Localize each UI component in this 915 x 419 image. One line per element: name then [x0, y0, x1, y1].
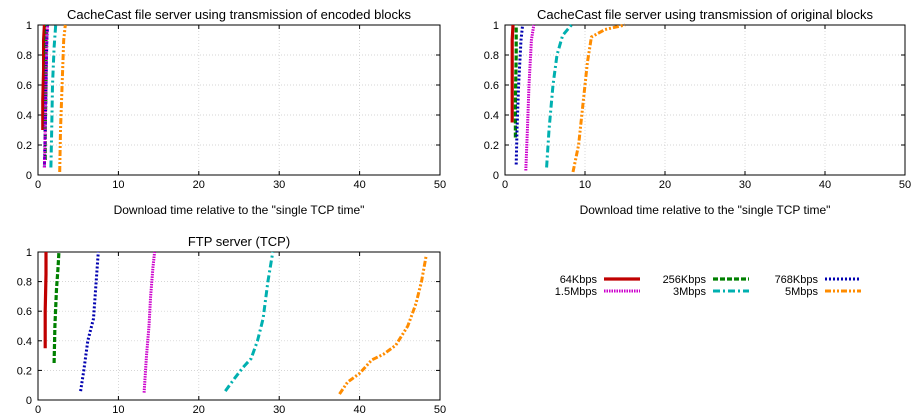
x-tick-label: 50: [434, 404, 446, 416]
y-tick-label: 0.8: [17, 277, 32, 289]
series-line-768kbps: [79, 251, 100, 392]
x-tick-label: 20: [193, 179, 205, 191]
y-tick-label: 0.2: [484, 140, 499, 152]
x-axis-label: Download time relative to the "single TC…: [580, 203, 831, 217]
series-line-768kbps: [514, 24, 525, 165]
chart-title: CacheCast file server using transmission…: [537, 7, 873, 22]
x-tick-label: 0: [35, 404, 41, 416]
y-tick-label: 1: [26, 247, 32, 259]
x-tick-label: 40: [819, 179, 831, 191]
x-tick-label: 0: [35, 179, 41, 191]
x-axis-label: Download time relative to the "single TC…: [114, 203, 365, 217]
legend-label: 64Kbps: [560, 274, 598, 286]
y-tick-label: 0.6: [17, 306, 32, 318]
y-tick-label: 0.4: [484, 110, 499, 122]
x-tick-label: 40: [353, 179, 365, 191]
y-tick-label: 0.4: [17, 336, 32, 348]
x-tick-label: 20: [659, 179, 671, 191]
legend-box: [538, 268, 863, 300]
x-tick-label: 30: [273, 179, 285, 191]
chart-panel-1: CacheCast file server using transmission…: [17, 7, 446, 217]
y-tick-label: 0.2: [17, 140, 32, 152]
plot-frame: [504, 24, 906, 176]
series-line-64kbps: [510, 24, 515, 123]
y-tick-label: 0: [26, 170, 32, 182]
series-line-1-5mbps: [524, 24, 536, 171]
legend-label: 5Mbps: [785, 286, 819, 298]
x-tick-label: 20: [193, 404, 205, 416]
series-line-5mbps: [338, 254, 428, 395]
y-tick-label: 1: [493, 20, 499, 32]
series-line-3mbps: [224, 251, 275, 392]
y-tick-label: 0.4: [17, 110, 32, 122]
y-tick-label: 0.8: [484, 50, 499, 62]
x-tick-label: 30: [273, 404, 285, 416]
x-tick-label: 10: [112, 179, 124, 191]
legend-label: 3Mbps: [673, 286, 707, 298]
x-tick-label: 30: [739, 179, 751, 191]
x-tick-label: 10: [112, 404, 124, 416]
series-line-64kbps: [43, 252, 48, 349]
plot-frame: [37, 251, 441, 401]
legend-label: 768Kbps: [775, 274, 819, 286]
chart-panel-2: CacheCast file server using transmission…: [484, 7, 911, 217]
y-tick-label: 0.6: [484, 80, 499, 92]
series-line-256kbps: [513, 25, 518, 138]
x-tick-label: 10: [579, 179, 591, 191]
series-line-3mbps: [545, 24, 573, 168]
y-tick-label: 1: [26, 20, 32, 32]
chart-title: CacheCast file server using transmission…: [67, 7, 411, 22]
plot-frame: [37, 24, 441, 176]
series-line-1-5mbps: [42, 24, 50, 168]
series-line-3mbps: [49, 24, 58, 168]
y-tick-label: 0: [26, 395, 32, 407]
x-tick-label: 0: [502, 179, 508, 191]
series-line-5mbps: [58, 24, 67, 173]
legend: 64Kbps 256Kbps 768Kbps 1.5Mbps 3Mbps 5Mbps: [538, 268, 863, 300]
series-line-1-5mbps: [142, 251, 157, 393]
series-line-256kbps: [52, 251, 61, 364]
legend-label: 1.5Mbps: [555, 286, 598, 298]
y-tick-label: 0.8: [17, 50, 32, 62]
x-tick-label: 50: [899, 179, 911, 191]
y-tick-label: 0.2: [17, 365, 32, 377]
chart-title: FTP server (TCP): [188, 234, 290, 249]
x-tick-label: 40: [353, 404, 365, 416]
series-line-5mbps: [571, 23, 626, 173]
legend-label: 256Kbps: [663, 274, 707, 286]
chart-panel-3: FTP server (TCP) 0 10 20 30 40 50 0 0.2 0.4 0.6 0.8…: [17, 234, 446, 416]
x-tick-label: 50: [434, 179, 446, 191]
y-tick-label: 0: [493, 170, 499, 182]
series-line-64kbps: [41, 24, 46, 130]
y-tick-label: 0.6: [17, 80, 32, 92]
